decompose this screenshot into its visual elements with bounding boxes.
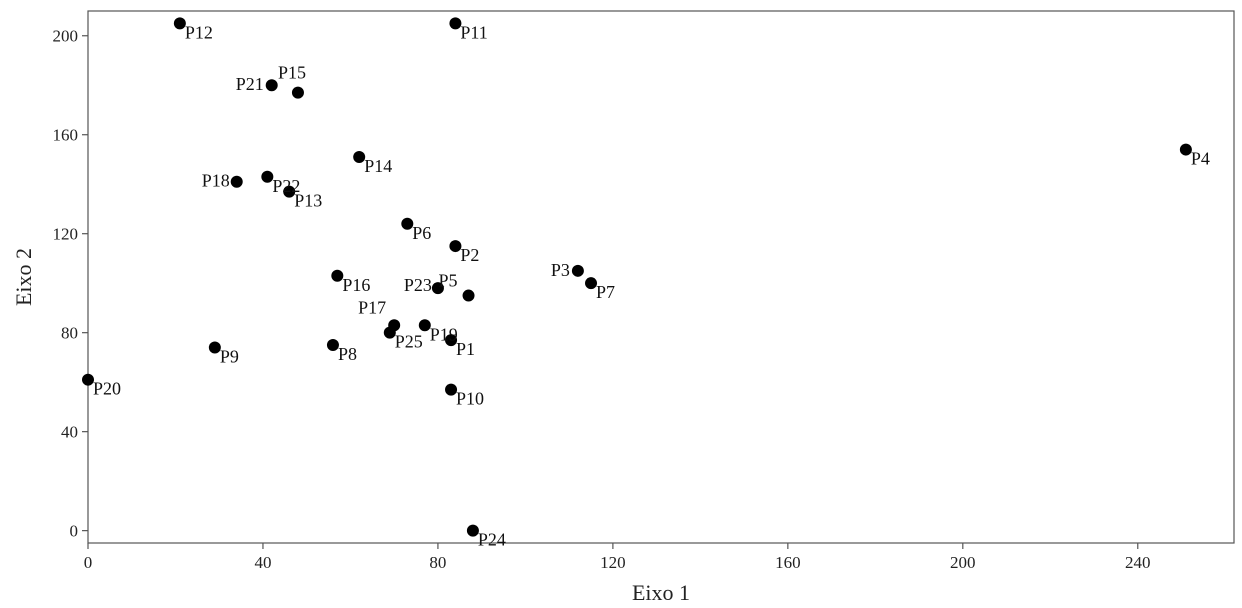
point-p11: [449, 17, 462, 30]
point-p9: [208, 341, 221, 354]
data-points: [82, 17, 1192, 537]
point-p24: [466, 524, 479, 537]
x-tick-label: 80: [429, 553, 446, 572]
x-axis-title: Eixo 1: [632, 580, 690, 605]
x-tick-label: 40: [254, 553, 271, 572]
point-p13: [283, 185, 296, 198]
point-p3: [571, 264, 584, 277]
y-tick-label: 160: [53, 126, 79, 145]
point-p5: [462, 289, 475, 302]
point-label-p11: P11: [460, 22, 487, 42]
point-p12: [173, 17, 186, 30]
point-label-p24: P24: [478, 530, 506, 550]
point-p23: [431, 282, 444, 295]
point-p22: [261, 170, 274, 183]
point-labels: P1P2P3P4P5P6P7P8P9P10P11P12P13P14P15P16P…: [93, 22, 1210, 549]
point-label-p13: P13: [294, 191, 322, 211]
y-tick-label: 80: [61, 324, 78, 343]
point-label-p18: P18: [202, 171, 230, 191]
point-label-p10: P10: [456, 389, 484, 409]
point-p20: [82, 373, 94, 386]
point-label-p5: P5: [439, 271, 458, 291]
point-p4: [1179, 143, 1192, 156]
point-p21: [265, 79, 278, 92]
point-p1: [445, 334, 458, 347]
x-tick-label: 120: [600, 553, 626, 572]
x-tick-label: 160: [775, 553, 801, 572]
point-label-p1: P1: [456, 339, 475, 359]
x-tick-label: 200: [950, 553, 976, 572]
point-label-p6: P6: [412, 223, 431, 243]
y-tick-label: 0: [70, 522, 79, 541]
point-label-p3: P3: [551, 260, 570, 280]
point-label-p15: P15: [278, 63, 306, 83]
point-label-p25: P25: [395, 332, 423, 352]
plot-frame: [87, 10, 1235, 544]
y-axis-title: Eixo 2: [11, 248, 36, 306]
point-label-p2: P2: [460, 245, 479, 265]
point-p14: [353, 150, 366, 163]
point-p19: [418, 319, 431, 332]
point-p10: [445, 383, 458, 396]
axis-ticks: 0 40 80 120 160 200 240 0 40 80 120 160 200: [53, 27, 1151, 572]
y-tick-label: 200: [53, 27, 79, 46]
point-p16: [331, 269, 344, 282]
point-p6: [401, 217, 414, 230]
point-label-p19: P19: [430, 324, 458, 344]
point-label-p23: P23: [404, 275, 432, 295]
x-tick-label: 240: [1125, 553, 1151, 572]
point-p2: [449, 240, 462, 253]
x-tick-label: 0: [84, 553, 93, 572]
y-tick-label: 120: [53, 225, 79, 244]
point-label-p9: P9: [220, 347, 239, 367]
point-label-p22: P22: [272, 176, 300, 196]
point-label-p20: P20: [93, 379, 121, 399]
point-label-p16: P16: [342, 275, 370, 295]
point-label-p21: P21: [236, 74, 264, 94]
point-label-p14: P14: [364, 156, 392, 176]
point-label-p12: P12: [185, 22, 213, 42]
point-label-p4: P4: [1191, 149, 1210, 169]
point-p25: [383, 326, 396, 339]
y-tick-label: 40: [61, 423, 78, 442]
point-p18: [230, 175, 243, 188]
point-p8: [326, 339, 339, 352]
point-label-p7: P7: [596, 282, 615, 302]
point-p15: [291, 86, 304, 99]
point-label-p8: P8: [338, 344, 357, 364]
point-p7: [585, 277, 598, 290]
point-label-p17: P17: [358, 297, 386, 317]
